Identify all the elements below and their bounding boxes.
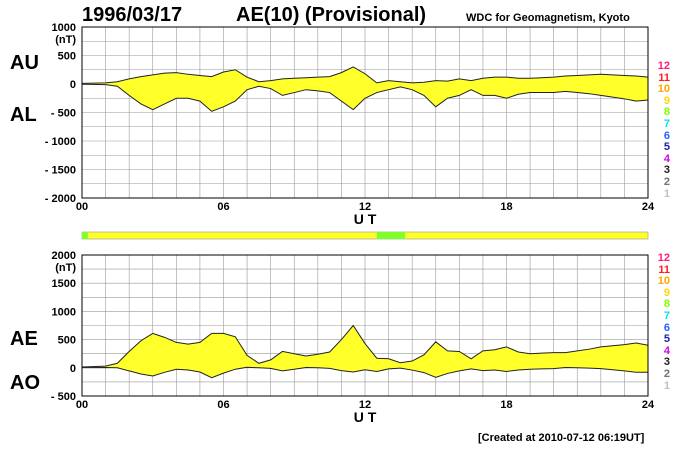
legend-station-12: 12 [657, 60, 670, 72]
x-tick-label: 12 [359, 399, 371, 411]
y-tick-label: - 1000 [45, 136, 76, 148]
legend-station-2: 2 [663, 368, 670, 380]
legend-station-8: 8 [663, 106, 670, 119]
station-bar-segment [376, 232, 406, 239]
legend-station-6: 6 [663, 129, 670, 142]
x-axis-label: U T [354, 409, 377, 425]
legend-station-7: 7 [663, 310, 670, 322]
y-tick-label: - 500 [51, 391, 76, 403]
au-al-panel: 1000 500 0 - 500 - 1000 - 1500 - 2000 (nT) 00 06 1… [45, 22, 655, 227]
legend-station-6: 6 [663, 321, 670, 334]
legend-station-10: 10 [657, 275, 670, 288]
created-timestamp: [Created at 2010-07-12 06:19UT] [478, 432, 645, 444]
y-tick-label: 0 [70, 363, 76, 375]
legend-station-5: 5 [663, 141, 670, 154]
legend-station-9: 9 [663, 94, 670, 107]
y-tick-label: 1500 [52, 278, 76, 290]
legend-station-5: 5 [663, 333, 670, 346]
ae-label: AE [10, 328, 38, 350]
legend-station-3: 3 [663, 356, 670, 369]
plot-frame [81, 26, 649, 199]
legend-station-9: 9 [663, 286, 670, 299]
x-tick-label: 18 [500, 201, 512, 213]
legend-station-3: 3 [663, 164, 670, 177]
ae-ao-panel: 2000 1500 1000 500 0 - 500 (nT) 00 06 12 18 24 U T [51, 250, 655, 425]
al-label: AL [10, 104, 37, 126]
y-tick-label: 1000 [52, 306, 76, 318]
legend-station-1: 1 [663, 187, 670, 200]
series-line-al [81, 83, 649, 112]
series-line-ao [81, 366, 648, 379]
legend-station-8: 8 [663, 298, 670, 311]
legend-station-7: 7 [663, 118, 670, 130]
x-tick-label: 18 [500, 399, 512, 411]
legend-station-2: 2 [663, 176, 670, 188]
y-tick-label: - 500 [51, 108, 76, 120]
x-tick-label: 00 [76, 399, 88, 411]
chart-title: AE(10) (Provisional) [236, 4, 427, 26]
y-tick-label: 500 [58, 335, 76, 347]
y-tick-label: - 2000 [45, 193, 76, 205]
legend-station-10: 10 [657, 83, 670, 96]
source-label: WDC for Geomagnetism, Kyoto [466, 12, 630, 24]
station-status-bar [81, 231, 649, 240]
y-unit-label: (nT) [55, 34, 76, 46]
legend-station-1: 1 [663, 379, 670, 392]
x-tick-label: 00 [76, 201, 88, 213]
au-label: AU [10, 52, 39, 74]
date-label: 1996/03/17 [82, 4, 183, 26]
y-unit-label: (nT) [55, 262, 76, 274]
ao-label: AO [10, 372, 40, 394]
series-line-au [81, 66, 649, 84]
legend-station-11: 11 [658, 263, 670, 276]
envelope-fill [82, 66, 648, 112]
series-line-ae [81, 324, 649, 368]
x-tick-label: 06 [217, 399, 229, 411]
legend-station-12: 12 [657, 252, 670, 264]
y-tick-label: 500 [58, 51, 76, 63]
station-bar-segment [82, 232, 88, 239]
legend-station-4: 4 [663, 344, 670, 357]
x-tick-label: 24 [642, 201, 655, 213]
x-tick-label: 06 [217, 201, 229, 213]
y-tick-label: 0 [70, 79, 76, 91]
x-axis-label: U T [354, 211, 377, 227]
y-tick-label: 1000 [52, 22, 76, 34]
x-tick-label: 12 [359, 201, 371, 213]
legend-station-11: 11 [658, 71, 670, 84]
y-tick-label: 2000 [52, 250, 76, 262]
y-tick-label: - 1500 [45, 165, 76, 177]
x-tick-label: 24 [642, 399, 655, 411]
legend-station-4: 4 [663, 152, 670, 165]
plot-frame [81, 254, 649, 397]
envelope-fill [82, 325, 648, 378]
station-bar-base [81, 231, 649, 240]
